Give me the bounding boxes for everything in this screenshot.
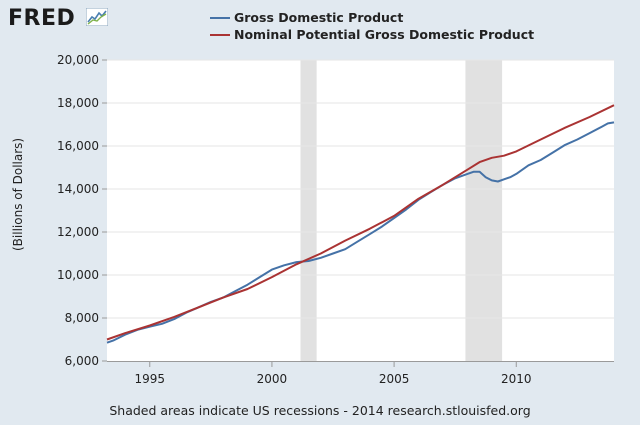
recession-band-0 [300,60,317,361]
y-tick-label-0: 6,000 [65,354,99,368]
fred-logo[interactable]: FRED [8,6,76,31]
x-tick-label-3: 2010 [501,372,532,386]
y-tick-label-7: 20,000 [57,53,99,67]
legend-swatch-gdp [210,16,230,19]
legend-item-potential-gdp: Nominal Potential Gross Domestic Product [210,27,534,42]
fred-chart-icon [86,8,108,26]
x-tick-label-1: 2000 [257,372,288,386]
y-tick-label-6: 18,000 [57,96,99,110]
y-tick-label-3: 12,000 [57,225,99,239]
footnote: Shaded areas indicate US recessions - 20… [109,403,531,418]
y-tick-label-5: 16,000 [57,139,99,153]
x-tick-label-2: 2005 [379,372,410,386]
y-tick-label-4: 14,000 [57,182,99,196]
series-line-1 [106,104,615,341]
y-axis: 6,000 8,000 10,000 12,000 14,000 16,000 18,000… [57,53,107,368]
legend-swatch-potential-gdp [210,33,230,36]
legend-label-potential-gdp: Nominal Potential Gross Domestic Product [234,27,535,42]
y-tick-label-2: 10,000 [57,268,99,282]
legend-item-gdp: Gross Domestic Product [210,10,403,25]
x-axis: 1995 2000 2005 2010 [107,361,614,386]
x-tick-label-0: 1995 [134,372,165,386]
series-lines [106,104,615,344]
line-chart: 6,000 8,000 10,000 12,000 14,000 16,000 18,000… [57,53,615,386]
recession-band-1 [465,60,503,361]
plot-area [107,60,614,361]
legend-label-gdp: Gross Domestic Product [234,10,404,25]
recession-shading [300,60,503,361]
y-tick-label-1: 8,000 [65,311,99,325]
